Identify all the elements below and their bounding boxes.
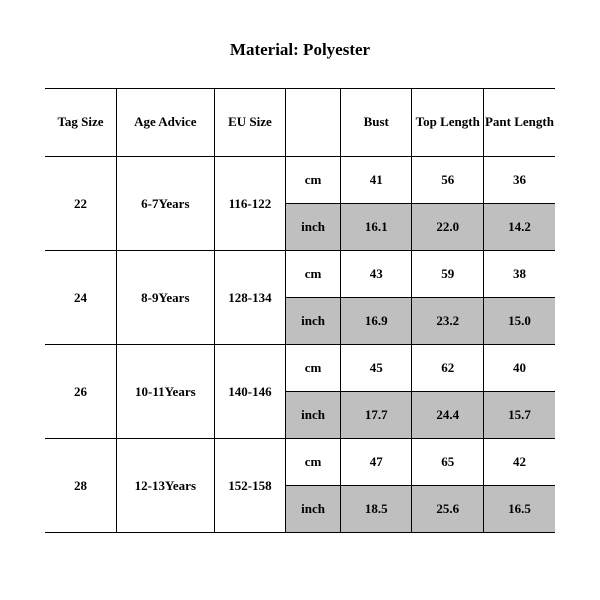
cell-tag: 24 (45, 251, 116, 345)
cell-pant-inch: 15.0 (483, 298, 555, 345)
cell-unit-cm: cm (286, 345, 341, 392)
cell-bust-inch: 16.9 (340, 298, 411, 345)
cell-pant-inch: 15.7 (483, 392, 555, 439)
table-header-row: Tag Size Age Advice EU Size Bust Top Len… (45, 89, 555, 157)
cell-unit-cm: cm (286, 157, 341, 204)
cell-age: 12-13Years (116, 439, 214, 533)
cell-tag: 26 (45, 345, 116, 439)
cell-top-cm: 62 (412, 345, 483, 392)
cell-tag: 28 (45, 439, 116, 533)
cell-top-inch: 25.6 (412, 486, 483, 533)
size-table: Tag Size Age Advice EU Size Bust Top Len… (45, 88, 555, 533)
cell-pant-cm: 38 (483, 251, 555, 298)
cell-unit-inch: inch (286, 298, 341, 345)
table-row: 26 10-11Years 140-146 cm 45 62 40 (45, 345, 555, 392)
cell-unit-cm: cm (286, 251, 341, 298)
cell-bust-inch: 17.7 (340, 392, 411, 439)
cell-top-cm: 59 (412, 251, 483, 298)
col-tag-size: Tag Size (45, 89, 116, 157)
table-row: 28 12-13Years 152-158 cm 47 65 42 (45, 439, 555, 486)
table-row: 24 8-9Years 128-134 cm 43 59 38 (45, 251, 555, 298)
table-body: 22 6-7Years 116-122 cm 41 56 36 inch 16.… (45, 157, 555, 533)
cell-age: 10-11Years (116, 345, 214, 439)
cell-bust-inch: 16.1 (340, 204, 411, 251)
cell-unit-inch: inch (286, 204, 341, 251)
col-bust: Bust (340, 89, 411, 157)
cell-top-inch: 23.2 (412, 298, 483, 345)
cell-bust-cm: 41 (340, 157, 411, 204)
cell-top-cm: 65 (412, 439, 483, 486)
cell-bust-inch: 18.5 (340, 486, 411, 533)
cell-unit-inch: inch (286, 486, 341, 533)
cell-pant-cm: 36 (483, 157, 555, 204)
cell-bust-cm: 43 (340, 251, 411, 298)
col-pant-length: Pant Length (483, 89, 555, 157)
page-title: Material: Polyester (0, 0, 600, 88)
cell-age: 8-9Years (116, 251, 214, 345)
cell-bust-cm: 45 (340, 345, 411, 392)
cell-eu: 116-122 (214, 157, 285, 251)
col-age-advice: Age Advice (116, 89, 214, 157)
cell-pant-inch: 16.5 (483, 486, 555, 533)
cell-age: 6-7Years (116, 157, 214, 251)
cell-tag: 22 (45, 157, 116, 251)
cell-pant-inch: 14.2 (483, 204, 555, 251)
table-row: 22 6-7Years 116-122 cm 41 56 36 (45, 157, 555, 204)
cell-bust-cm: 47 (340, 439, 411, 486)
col-unit (286, 89, 341, 157)
cell-pant-cm: 42 (483, 439, 555, 486)
cell-pant-cm: 40 (483, 345, 555, 392)
cell-top-inch: 22.0 (412, 204, 483, 251)
cell-eu: 152-158 (214, 439, 285, 533)
cell-unit-cm: cm (286, 439, 341, 486)
col-top-length: Top Length (412, 89, 483, 157)
cell-eu: 128-134 (214, 251, 285, 345)
size-table-container: Tag Size Age Advice EU Size Bust Top Len… (45, 88, 555, 533)
cell-top-cm: 56 (412, 157, 483, 204)
cell-eu: 140-146 (214, 345, 285, 439)
cell-unit-inch: inch (286, 392, 341, 439)
cell-top-inch: 24.4 (412, 392, 483, 439)
col-eu-size: EU Size (214, 89, 285, 157)
